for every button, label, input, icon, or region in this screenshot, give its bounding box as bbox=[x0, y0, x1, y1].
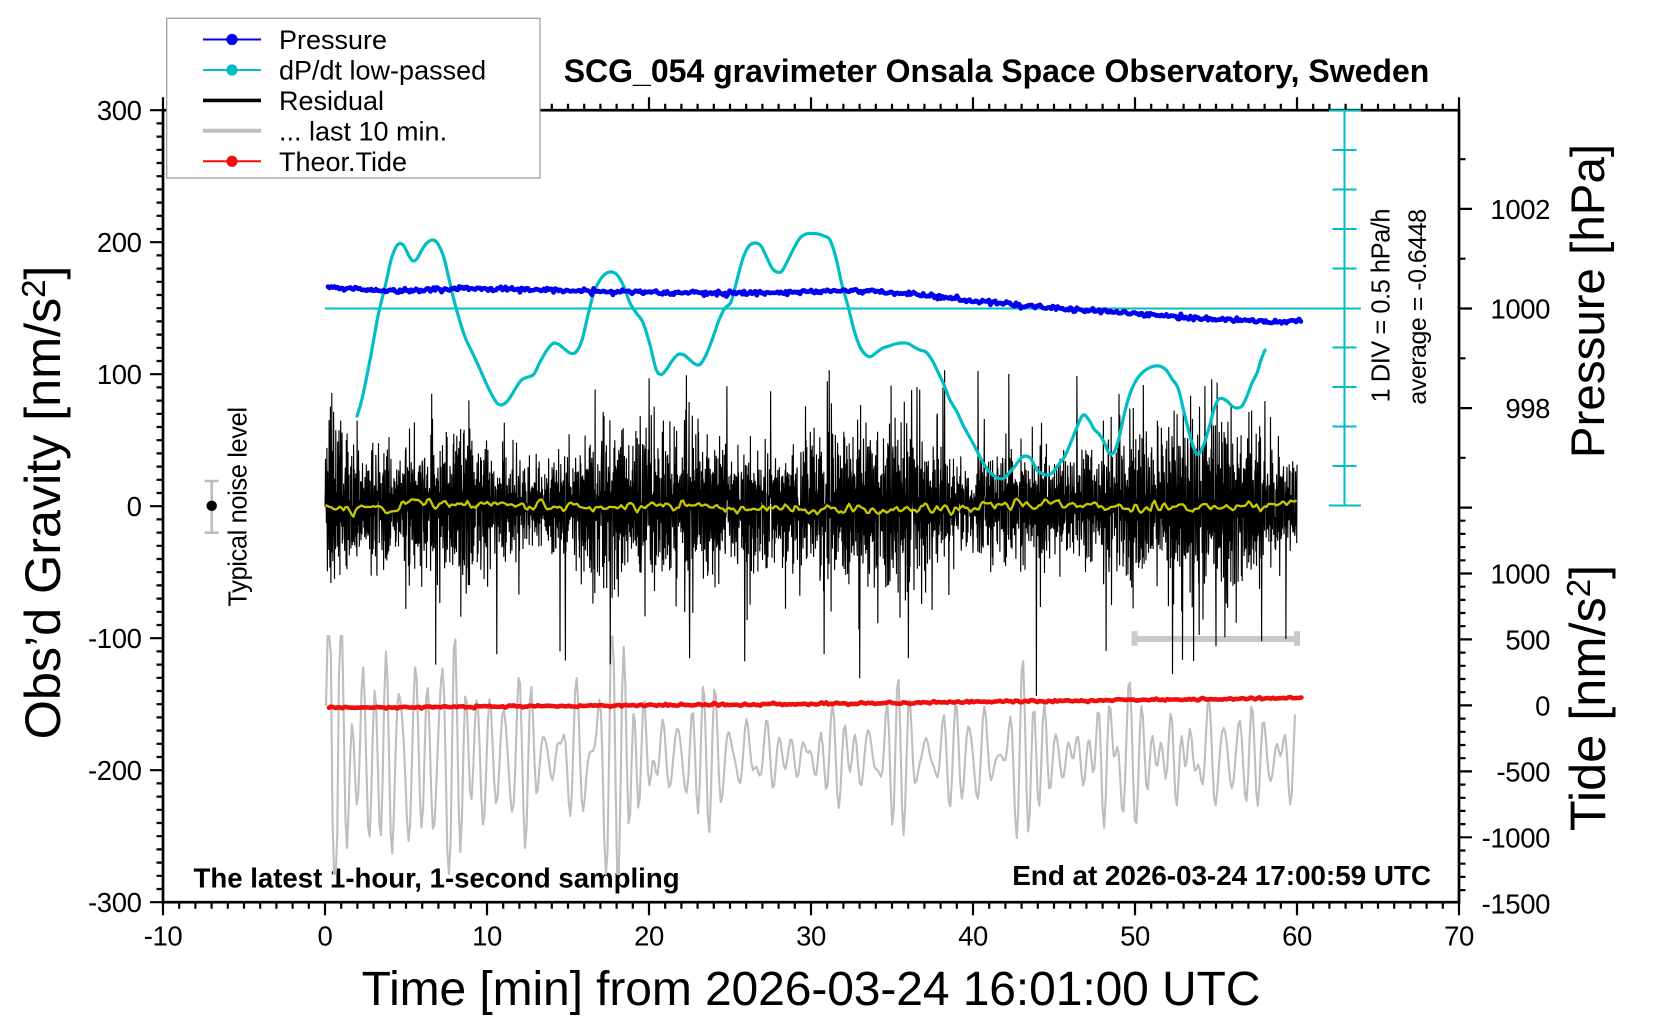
svg-text:Obs’d Gravity [nm/s2]: Obs’d Gravity [nm/s2] bbox=[14, 266, 71, 740]
svg-text:70: 70 bbox=[1444, 921, 1474, 952]
svg-text:20: 20 bbox=[634, 921, 664, 952]
svg-text:-10: -10 bbox=[144, 921, 183, 952]
svg-text:Tide [nm/s2]: Tide [nm/s2] bbox=[1559, 565, 1616, 831]
svg-text:Residual: Residual bbox=[279, 86, 384, 116]
svg-text:998: 998 bbox=[1505, 393, 1550, 424]
svg-text:0: 0 bbox=[1535, 690, 1550, 721]
svg-text:-300: -300 bbox=[88, 887, 142, 918]
svg-text:1 DIV = 0.5 hPa/h: 1 DIV = 0.5 hPa/h bbox=[1368, 209, 1396, 403]
svg-text:-200: -200 bbox=[88, 755, 142, 786]
svg-text:-1500: -1500 bbox=[1482, 888, 1550, 919]
svg-text:-100: -100 bbox=[88, 623, 142, 654]
svg-text:End at 2026-03-24 17:00:59 UTC: End at 2026-03-24 17:00:59 UTC bbox=[1012, 860, 1431, 891]
svg-text:0: 0 bbox=[318, 921, 333, 952]
svg-text:300: 300 bbox=[97, 95, 142, 126]
svg-text:100: 100 bbox=[97, 359, 142, 390]
svg-text:-500: -500 bbox=[1497, 756, 1551, 787]
svg-text:50: 50 bbox=[1120, 921, 1150, 952]
svg-text:Typical noise level: Typical noise level bbox=[225, 407, 253, 606]
svg-text:200: 200 bbox=[97, 227, 142, 258]
svg-text:... last 10 min.: ... last 10 min. bbox=[279, 116, 447, 146]
svg-text:dP/dt low-passed: dP/dt low-passed bbox=[279, 56, 486, 86]
svg-text:SCG_054 gravimeter Onsala Spac: SCG_054 gravimeter Onsala Space Observat… bbox=[564, 53, 1430, 89]
svg-text:30: 30 bbox=[796, 921, 826, 952]
svg-text:1000: 1000 bbox=[1490, 559, 1550, 590]
svg-text:10: 10 bbox=[472, 921, 502, 952]
svg-text:-1000: -1000 bbox=[1482, 822, 1550, 853]
svg-text:Time [min] from 2026-03-24 16:: Time [min] from 2026-03-24 16:01:00 UTC bbox=[362, 963, 1261, 1016]
svg-text:The latest 1-hour, 1-second sa: The latest 1-hour, 1-second sampling bbox=[194, 863, 680, 894]
svg-text:40: 40 bbox=[958, 921, 988, 952]
svg-text:0: 0 bbox=[127, 491, 142, 522]
svg-text:1000: 1000 bbox=[1490, 294, 1550, 325]
svg-text:Pressure [hPa]: Pressure [hPa] bbox=[1562, 144, 1615, 458]
svg-text:500: 500 bbox=[1505, 624, 1550, 655]
svg-text:60: 60 bbox=[1282, 921, 1312, 952]
svg-text:1002: 1002 bbox=[1490, 194, 1550, 225]
svg-text:Pressure: Pressure bbox=[279, 25, 387, 55]
svg-text:average = -0.6448: average = -0.6448 bbox=[1404, 209, 1432, 404]
svg-text:Theor.Tide: Theor.Tide bbox=[279, 147, 407, 177]
